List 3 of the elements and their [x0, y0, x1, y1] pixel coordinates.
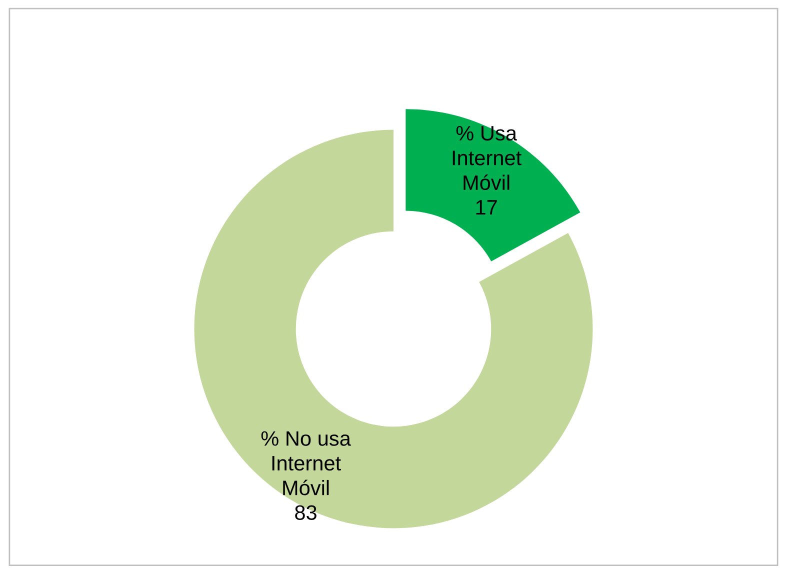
data-label: 17	[476, 200, 497, 215]
slice-label: % No usa Internet Móvil	[261, 431, 351, 496]
data-label: 83	[295, 505, 316, 520]
